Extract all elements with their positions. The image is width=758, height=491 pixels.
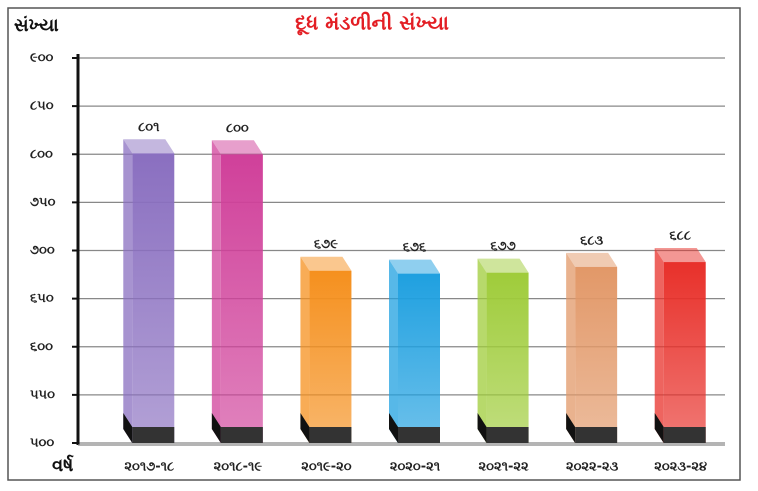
bar-base-side bbox=[211, 413, 221, 443]
bar-base bbox=[220, 427, 263, 443]
value-label: ૬૮૮ bbox=[669, 229, 691, 244]
value-label: ૮૦૦ bbox=[226, 121, 249, 136]
x-tick-label: ૨૦૨૨-૨૩ bbox=[566, 460, 619, 475]
bar-top bbox=[300, 256, 352, 271]
bar-base bbox=[575, 427, 618, 443]
bar-top bbox=[211, 140, 263, 155]
bar-base-side bbox=[566, 413, 576, 443]
y-tick-label: ૮૦૦ bbox=[30, 147, 53, 162]
bar bbox=[663, 262, 706, 443]
y-tick-label: ૬૦૦ bbox=[30, 339, 53, 354]
x-tick-label: ૨૦૧૯-૨૦ bbox=[301, 460, 352, 475]
frame bbox=[7, 7, 741, 481]
x-axis-label: વર્ષ bbox=[52, 454, 74, 476]
bar-base bbox=[663, 427, 706, 443]
x-tick-label: ૨૦૨૧-૨૨ bbox=[479, 460, 529, 475]
x-tick-label: ૨૦૨૩-૨૪ bbox=[654, 460, 707, 475]
x-tick-label: ૨૦૧૮-૧૯ bbox=[214, 460, 263, 475]
x-tick-label: ૨૦૧૭-૧૮ bbox=[124, 460, 174, 475]
bar-top bbox=[123, 139, 175, 154]
x-tick-label: ૨૦૨૦-૨૧ bbox=[390, 460, 441, 475]
y-tick-label: ૮૫૦ bbox=[30, 99, 54, 114]
bar bbox=[398, 273, 440, 443]
y-tick-label: ૫૫૦ bbox=[30, 387, 55, 402]
y-tick-label: ૭૦૦ bbox=[30, 243, 55, 258]
bar-side bbox=[300, 256, 310, 443]
bar bbox=[309, 270, 352, 443]
y-tick-label: ૫૦૦ bbox=[30, 436, 54, 451]
bar bbox=[486, 272, 529, 443]
bar-side bbox=[123, 139, 133, 443]
y-tick-label: ૯૦૦ bbox=[30, 51, 54, 66]
value-label: ૬૭૭ bbox=[490, 239, 515, 254]
bar-base bbox=[309, 427, 352, 443]
bar-base-side bbox=[654, 413, 664, 443]
bar-base bbox=[486, 427, 529, 443]
value-label: ૬૭૬ bbox=[403, 240, 427, 255]
bar-top bbox=[477, 258, 529, 273]
value-label: ૬૮૩ bbox=[580, 233, 603, 248]
bar-base-side bbox=[477, 413, 487, 443]
bar-side bbox=[566, 252, 576, 443]
bar bbox=[575, 266, 618, 443]
bar-top bbox=[389, 259, 440, 274]
y-tick-label: ૭૫૦ bbox=[30, 195, 56, 210]
y-axis-label: સંખ્યા bbox=[14, 15, 59, 36]
chart-title: દૂધ મંડળીની સંખ્યા bbox=[295, 11, 449, 35]
bar bbox=[132, 153, 175, 443]
bar-side bbox=[654, 248, 664, 443]
bar-side bbox=[477, 258, 487, 443]
bar-side bbox=[211, 140, 221, 443]
value-label: ૮૦૧ bbox=[138, 120, 160, 135]
bar bbox=[220, 154, 263, 443]
bar-side bbox=[389, 259, 398, 443]
value-label: ૬૭૯ bbox=[314, 237, 338, 252]
bar-base bbox=[132, 427, 175, 443]
bar-base-side bbox=[300, 413, 310, 443]
bar-top bbox=[654, 248, 706, 263]
bar-base-side bbox=[389, 413, 398, 443]
bar-base-side bbox=[123, 413, 133, 443]
bar-top bbox=[566, 252, 618, 267]
bar-base bbox=[398, 427, 440, 443]
y-tick-label: ૬૫૦ bbox=[30, 291, 54, 306]
